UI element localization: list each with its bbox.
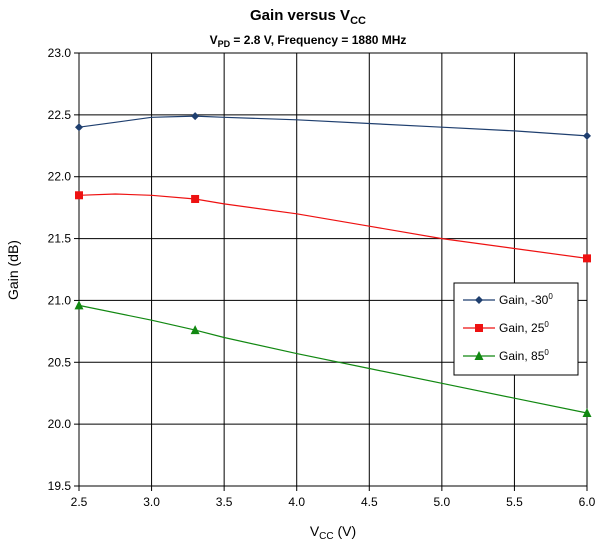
grid bbox=[78, 52, 588, 487]
y-tick-label: 20.0 bbox=[48, 417, 72, 431]
chart-title: Gain versus VCC bbox=[250, 7, 366, 27]
y-tick-label: 21.0 bbox=[48, 293, 72, 307]
y-tick-label: 20.5 bbox=[48, 355, 72, 369]
y-tick-label: 22.5 bbox=[48, 108, 72, 122]
data-point bbox=[75, 123, 83, 132]
series-2 bbox=[74, 300, 592, 418]
x-axis-label-rest: (V) bbox=[334, 523, 357, 539]
series-1 bbox=[75, 191, 591, 263]
y-tick-label: 22.0 bbox=[48, 170, 72, 184]
chart-subtitle-v: V bbox=[210, 33, 218, 47]
y-tick-label: 23.0 bbox=[48, 46, 72, 60]
data-point bbox=[190, 325, 200, 335]
legend-label: Gain, 250 bbox=[499, 320, 549, 335]
legend-label: Gain, -300 bbox=[499, 292, 553, 307]
legend-label: Gain, 850 bbox=[499, 348, 549, 363]
series-group bbox=[74, 112, 592, 418]
x-tick-label: 4.5 bbox=[361, 495, 378, 509]
data-point bbox=[582, 408, 592, 418]
x-tick-label: 6.0 bbox=[579, 495, 596, 509]
x-tick-label: 5.0 bbox=[434, 495, 451, 509]
legend-label-text: Gain, -30 bbox=[499, 293, 549, 307]
data-point bbox=[583, 254, 591, 263]
x-tick-label: 3.5 bbox=[216, 495, 233, 509]
x-axis-label: VCC (V) bbox=[310, 523, 356, 542]
data-point bbox=[191, 112, 200, 121]
legend-box bbox=[453, 282, 579, 376]
y-axis-label: Gain (dB) bbox=[5, 240, 21, 300]
legend-label-sup: 0 bbox=[544, 348, 549, 357]
legend-marker bbox=[475, 296, 483, 304]
chart-title-sub: CC bbox=[350, 15, 366, 27]
x-tick-label: 4.0 bbox=[288, 495, 305, 509]
chart-subtitle-rest: = 2.8 V, Frequency = 1880 MHz bbox=[230, 33, 406, 47]
series-0 bbox=[75, 112, 591, 140]
legend-label-text: Gain, 25 bbox=[499, 321, 545, 335]
x-axis-label-sub: CC bbox=[319, 531, 333, 542]
legend-label-sup: 0 bbox=[548, 292, 553, 301]
legend-label-text: Gain, 85 bbox=[499, 349, 545, 363]
data-point bbox=[74, 300, 84, 310]
chart-subtitle-sub: PD bbox=[218, 39, 231, 49]
x-tick-label: 5.5 bbox=[506, 495, 523, 509]
legend-marker bbox=[474, 351, 484, 360]
y-tick-label: 19.5 bbox=[48, 479, 72, 493]
series-line bbox=[78, 115, 588, 137]
data-point bbox=[191, 194, 200, 203]
x-tick-label: 2.5 bbox=[71, 495, 88, 509]
x-tick-label: 3.0 bbox=[143, 495, 160, 509]
tick-labels: 2.5 3.0 3.5 4.0 4.5 5.0 5.5 6.0 19.5 20.0 20.5 21.0… bbox=[48, 46, 596, 509]
legend-marker bbox=[475, 324, 483, 332]
y-tick-label: 21.5 bbox=[48, 232, 72, 246]
data-point bbox=[583, 131, 591, 140]
legend-label-sup: 0 bbox=[544, 320, 549, 329]
series-line bbox=[78, 193, 588, 259]
series-line bbox=[78, 304, 588, 414]
x-axis-label-main: V bbox=[310, 523, 320, 539]
chart-title-main: Gain versus V bbox=[250, 7, 350, 24]
data-point bbox=[75, 191, 83, 200]
chart-subtitle: VPD = 2.8 V, Frequency = 1880 MHz bbox=[210, 33, 407, 49]
plot-area-frame bbox=[78, 52, 588, 487]
